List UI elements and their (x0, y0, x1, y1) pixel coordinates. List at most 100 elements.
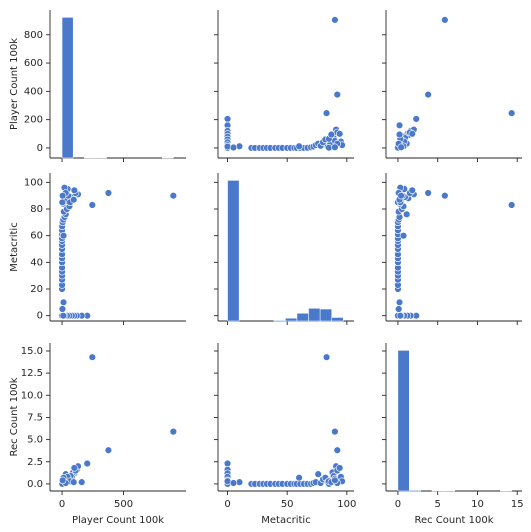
x-tick-label: 0 (224, 499, 230, 510)
scatter-point (229, 143, 238, 152)
scatter-point (402, 210, 411, 219)
scatter-point (322, 353, 331, 361)
y-axis-label: Player Count 100k (9, 38, 20, 130)
scatter-point (408, 130, 416, 138)
scatter-point (331, 143, 339, 151)
scatter-point (399, 231, 408, 240)
x-tick-label: 100 (337, 499, 356, 510)
x-tick-label: 5 (435, 499, 441, 510)
histogram-bar (331, 317, 344, 322)
y-tick-label: 40 (30, 257, 43, 268)
scatter-point (331, 476, 339, 485)
scatter-point (441, 191, 449, 200)
y-tick-label: 60 (30, 231, 43, 242)
scatter-point (395, 305, 403, 313)
scatter-point (70, 464, 79, 472)
scatter-point (395, 130, 404, 139)
scatter-point (507, 109, 516, 117)
scatter-point (424, 189, 432, 197)
y-tick-label: 0 (37, 311, 43, 322)
y-tick-label: 7.5 (27, 412, 43, 423)
scatter-point (441, 16, 449, 24)
scatter-point (333, 446, 341, 454)
scatter-point (70, 195, 78, 204)
scatter-point (70, 478, 78, 486)
histogram-bar (319, 308, 332, 322)
y-tick-label: 400 (24, 86, 43, 97)
scatter-point (424, 90, 432, 99)
y-tick-label: 80 (30, 204, 43, 215)
y-tick-label: 5.0 (27, 435, 43, 446)
y-tick-label: 0.0 (27, 479, 43, 490)
histogram-bar (273, 320, 286, 322)
scatter-point (397, 191, 405, 200)
scatter-point (507, 201, 516, 209)
scatter-point (223, 142, 232, 151)
scatter-point (395, 121, 404, 130)
scatter-point (169, 191, 178, 200)
scatter-point (335, 464, 344, 472)
histogram-bar (61, 17, 74, 159)
scatter-point (58, 198, 66, 207)
histogram-bar (296, 313, 309, 322)
scatter-point (235, 142, 244, 150)
scatter-point (322, 109, 331, 117)
scatter-point (88, 353, 97, 361)
scatter-point (104, 446, 113, 454)
y-tick-label: 15.0 (21, 346, 43, 357)
scatter-point (331, 427, 339, 436)
y-axis-label: Rec Count 100k (9, 377, 20, 456)
histogram-bar (227, 180, 240, 322)
x-axis-label: Metacritic (261, 515, 310, 526)
scatter-point (295, 142, 303, 150)
scatter-point (395, 298, 404, 307)
histogram-bar (397, 350, 410, 492)
scatter-point (59, 298, 68, 307)
x-axis-label: Player Count 100k (72, 515, 164, 526)
scatter-point (70, 186, 79, 195)
scatter-point (59, 231, 68, 240)
scatter-point (223, 115, 232, 123)
y-tick-label: 10.0 (21, 390, 43, 401)
histogram-bar (409, 489, 421, 492)
scatter-point (78, 478, 86, 486)
y-tick-label: 12.5 (21, 368, 43, 379)
scatter-point (169, 427, 178, 436)
x-tick-label: 10 (471, 499, 484, 510)
scatter-point (223, 459, 232, 468)
y-tick-label: 600 (24, 58, 43, 69)
y-tick-label: 200 (24, 115, 43, 126)
y-axis-label: Metacritic (9, 222, 20, 271)
scatter-point (58, 305, 67, 313)
scatter-point (397, 143, 405, 151)
scatter-point (295, 474, 303, 482)
scatter-point (88, 201, 97, 209)
scatter-point (412, 115, 420, 123)
y-tick-label: 0 (37, 143, 43, 154)
y-tick-label: 800 (24, 30, 43, 41)
scatter-point (396, 311, 405, 320)
scatter-point (229, 479, 238, 487)
y-tick-label: 2.5 (27, 457, 43, 468)
scatter-point (327, 130, 336, 139)
scatter-point (58, 191, 67, 200)
scatter-point (333, 90, 341, 99)
histogram-bar (308, 308, 321, 322)
x-tick-label: 50 (281, 499, 294, 510)
x-tick-label: 0 (395, 499, 401, 510)
y-tick-label: 100 (24, 177, 43, 188)
scatter-point (83, 459, 91, 468)
scatter-point (104, 189, 113, 197)
histogram-bar (285, 317, 298, 322)
scatter-point (408, 186, 416, 195)
scatter-point (59, 311, 67, 320)
scatter-point (331, 16, 339, 24)
y-tick-label: 20 (30, 284, 43, 295)
x-tick-label: 15 (511, 499, 524, 510)
scatter-point (314, 470, 322, 478)
scatter-point (335, 130, 344, 138)
x-tick-label: 0 (59, 499, 65, 510)
x-axis-label: Rec Count 100k (414, 515, 493, 526)
